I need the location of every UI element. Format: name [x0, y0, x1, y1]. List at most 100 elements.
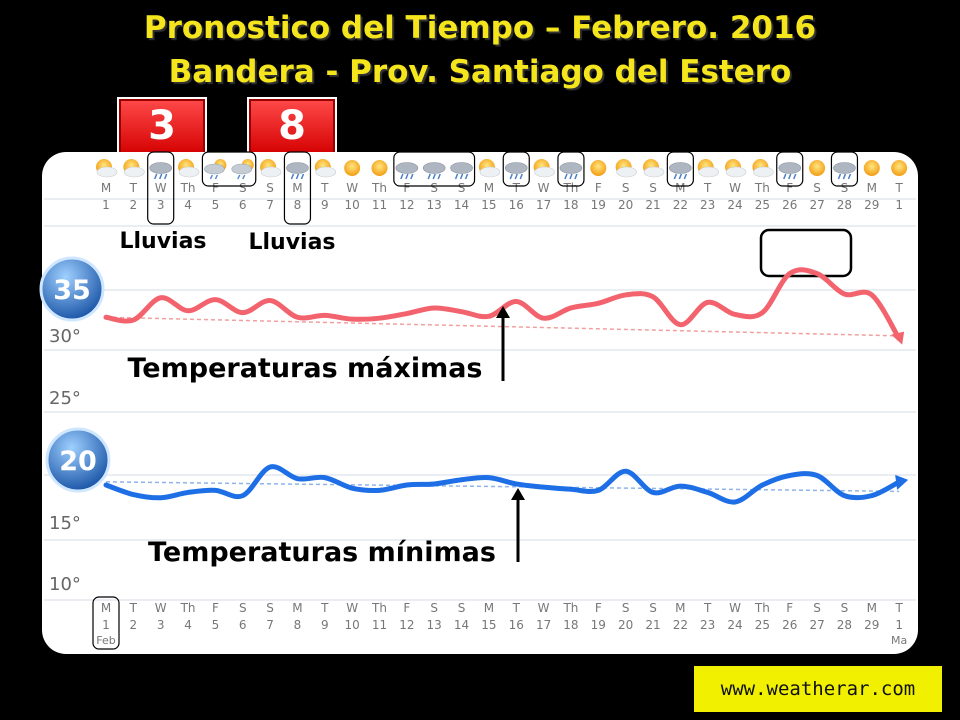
top-day-label: 25 — [755, 198, 770, 212]
day-highlight-box — [830, 151, 859, 187]
max-point-day-29 — [870, 293, 874, 297]
min-point-day-11 — [378, 488, 381, 492]
highlight-boxes — [92, 151, 859, 650]
max-point-day-8 — [295, 315, 299, 319]
max-badge-value: 35 — [53, 275, 91, 306]
bottom-weekday-label: W — [729, 601, 741, 615]
y-tick-label: 10° — [49, 574, 81, 595]
min-point-day-9 — [323, 476, 327, 480]
bottom-day-labels: M 1 T 2 W 3 Th 4 F 5 S 6 S 7 M 8 T 9 W 10 Th 11 F 12 S 13 S 14 M 15 T 1… — [96, 601, 907, 647]
series-badges: 35 20 — [39, 256, 111, 493]
max-point-day-19 — [596, 301, 600, 305]
max-point-day-1 — [104, 315, 108, 319]
min-point-day-24 — [733, 500, 737, 504]
day-highlight-box — [776, 151, 804, 187]
top-day-label: 28 — [837, 198, 852, 212]
min-arrow-head — [511, 488, 525, 500]
sun-cloud-icon — [725, 159, 747, 178]
min-point-day-27 — [815, 473, 819, 477]
top-weekday-label: S — [239, 181, 247, 195]
sun-icon — [371, 160, 388, 176]
bottom-day-label: 22 — [673, 618, 688, 632]
max-point-day-28 — [842, 292, 846, 296]
min-series-label: Temperaturas mínimas — [148, 537, 496, 568]
min-point-day-17 — [542, 485, 546, 489]
bottom-day-label: 1 — [895, 618, 903, 632]
bottom-day-label: 17 — [536, 618, 551, 632]
top-weekday-label: T — [703, 181, 712, 195]
bottom-day-label: 10 — [345, 618, 360, 632]
bottom-day-label: 23 — [700, 618, 715, 632]
bottom-day-label: 6 — [239, 618, 247, 632]
day-highlight-box — [666, 151, 694, 187]
top-weekday-label: T — [129, 181, 138, 195]
y-tick-label: 30° — [49, 326, 81, 347]
sun-cloud-icon — [643, 159, 665, 178]
top-day-label: 26 — [782, 198, 797, 212]
bottom-day-label: 26 — [782, 618, 797, 632]
top-weekday-label: Th — [180, 181, 196, 195]
sun-cloud-icon — [533, 159, 555, 178]
sun-cloud-icon — [615, 159, 637, 178]
top-weekday-label: S — [266, 181, 274, 195]
rain-icon — [149, 162, 172, 180]
top-day-label: 29 — [864, 198, 879, 212]
top-day-label: 8 — [294, 198, 302, 212]
top-weekday-label: S — [841, 181, 849, 195]
top-weekday-label: T — [320, 181, 329, 195]
min-point-day-18 — [569, 487, 573, 491]
bottom-day-label: 14 — [454, 618, 469, 632]
min-point-day-20 — [624, 469, 628, 473]
peak-highlight-box — [759, 228, 853, 278]
min-point-day-28 — [842, 494, 846, 498]
max-point-day-17 — [542, 316, 546, 320]
sun-icon — [863, 160, 880, 176]
max-point-day-1 — [897, 337, 901, 341]
top-day-label: 15 — [481, 198, 496, 212]
max-point-day-3 — [159, 296, 163, 300]
top-day-label: 1 — [102, 198, 110, 212]
sun-cloud-icon — [260, 159, 282, 178]
bottom-weekday-label: S — [458, 601, 466, 615]
sun-cloud-icon — [752, 159, 774, 178]
chart-panel — [42, 152, 918, 654]
top-day-label: 6 — [239, 198, 247, 212]
bottom-day-label: 13 — [427, 618, 442, 632]
top-day-label: 10 — [345, 198, 360, 212]
min-point-day-6 — [241, 494, 245, 498]
top-day-label: 24 — [727, 198, 742, 212]
day-highlight-box — [283, 151, 312, 225]
top-weekday-label: F — [595, 181, 602, 195]
trend-lines — [105, 316, 900, 493]
max-point-day-9 — [323, 313, 327, 317]
day-highlight-box — [201, 151, 257, 187]
rain-label-3: Lluvias — [119, 229, 206, 254]
rain-icon — [833, 162, 856, 180]
max-point-day-27 — [815, 272, 819, 276]
top-day-label: 4 — [184, 198, 192, 212]
sun-icon — [344, 160, 361, 176]
bottom-weekday-label: T — [512, 601, 521, 615]
bottom-day-label: 16 — [509, 618, 524, 632]
bottom-day-label: 11 — [372, 618, 387, 632]
top-weekday-label: S — [813, 181, 821, 195]
sun-cloud-icon — [178, 159, 200, 178]
bottom-day-label: 3 — [157, 618, 165, 632]
top-day-label: 2 — [130, 198, 138, 212]
min-point-day-13 — [432, 482, 436, 486]
bottom-day-label: 24 — [727, 618, 742, 632]
bottom-day-label: 5 — [212, 618, 220, 632]
website-label[interactable]: www.weatherar.com — [694, 666, 942, 712]
max-point-day-14 — [460, 310, 464, 314]
bottom-day-label: 2 — [130, 618, 138, 632]
max-point-day-20 — [624, 293, 628, 297]
min-temperature-line — [103, 464, 902, 505]
bottom-day-label: 9 — [321, 618, 329, 632]
top-weekday-label: W — [346, 181, 358, 195]
bottom-weekday-label: S — [266, 601, 274, 615]
sun-rain-icon — [231, 159, 254, 180]
day-highlight-box — [147, 151, 175, 225]
min-point-day-26 — [788, 473, 792, 477]
sun-icon — [590, 160, 607, 176]
